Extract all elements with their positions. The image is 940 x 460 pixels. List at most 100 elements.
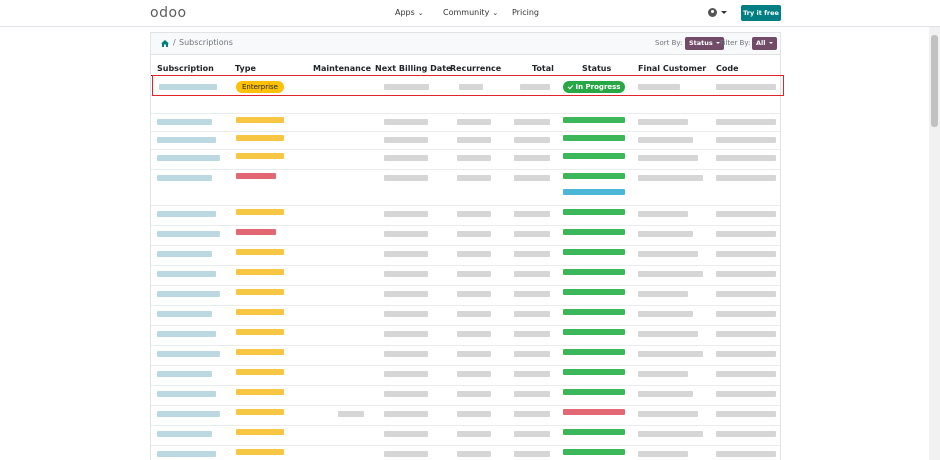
status-badge: [563, 349, 625, 355]
type-badge: [236, 117, 284, 123]
recurrence-value: [457, 411, 491, 417]
column-header-maintenance[interactable]: Maintenance: [313, 64, 372, 73]
subscription-link[interactable]: [157, 391, 216, 397]
status-badge: [563, 369, 625, 375]
sort-by-value: Status: [689, 39, 713, 47]
final-customer-value: [638, 231, 693, 237]
status-badge: [563, 429, 625, 435]
type-badge: [236, 329, 284, 335]
column-header-recurrence[interactable]: Recurrence: [450, 64, 502, 73]
type-badge-enterprise: Enterprise: [236, 81, 284, 93]
type-badge: [236, 429, 284, 435]
top-navbar: odoo Apps ⌄ Community ⌄ Pricing Try it fre…: [0, 0, 940, 27]
next-billing-date-value: [384, 291, 428, 297]
next-billing-date-value: [384, 251, 428, 257]
next-billing-date-value: [384, 451, 428, 457]
odoo-logo[interactable]: odoo: [150, 5, 187, 21]
type-badge: [236, 389, 284, 395]
column-header-type[interactable]: Type: [235, 64, 256, 73]
status-badge: [563, 249, 625, 255]
status-badge: [563, 209, 625, 215]
chevron-down-icon: ⌄: [492, 9, 499, 17]
nav-apps-label: Apps: [395, 8, 415, 17]
row-divider: [151, 385, 780, 386]
sort-by-dropdown[interactable]: Status: [685, 37, 724, 50]
subscription-link[interactable]: [157, 371, 212, 377]
subscription-link[interactable]: [157, 291, 220, 297]
next-billing-date-value: [384, 411, 428, 417]
code-value: [716, 291, 776, 297]
nav-pricing-link[interactable]: Pricing: [512, 8, 539, 17]
status-badge: [563, 289, 625, 295]
subscription-link[interactable]: [157, 271, 216, 277]
final-customer-value: [638, 211, 688, 217]
status-badge: [563, 117, 625, 123]
code-value: [716, 351, 776, 357]
subscription-link[interactable]: [157, 175, 212, 181]
final-customer-value: [638, 251, 698, 257]
total-value: [514, 119, 550, 125]
subscription-link[interactable]: [157, 331, 216, 337]
nav-community-link[interactable]: Community ⌄: [443, 8, 498, 17]
next-billing-date-value: [384, 371, 428, 377]
try-it-free-button[interactable]: Try it free: [741, 5, 781, 21]
page-scrollbar[interactable]: [929, 27, 940, 460]
status-badge: [563, 389, 625, 395]
recurrence-value: [457, 391, 491, 397]
column-header-status[interactable]: Status: [582, 64, 612, 73]
code-value: [716, 119, 776, 125]
filter-by-value: All: [756, 39, 766, 47]
row-divider: [151, 225, 780, 226]
subscription-link[interactable]: [157, 119, 212, 125]
subscription-link[interactable]: [157, 155, 220, 161]
column-header-final-customer[interactable]: Final Customer: [638, 64, 707, 73]
subscription-link[interactable]: [157, 311, 212, 317]
code-value: [716, 411, 776, 417]
row-divider: [151, 265, 780, 266]
next-billing-date-value: [384, 175, 428, 181]
recurrence-value: [457, 451, 491, 457]
user-menu-toggle[interactable]: [708, 7, 728, 19]
scrollbar-thumb[interactable]: [931, 35, 938, 127]
breadcrumb-current: Subscriptions: [179, 38, 233, 47]
recurrence-value: [457, 137, 491, 143]
subscription-link[interactable]: [157, 451, 216, 457]
status-badge-secondary: [563, 189, 625, 195]
subscription-link[interactable]: [157, 251, 212, 257]
total-value: [520, 84, 550, 90]
subscription-link[interactable]: [157, 351, 220, 357]
subscription-link[interactable]: [157, 231, 220, 237]
total-value: [514, 137, 550, 143]
subscription-link[interactable]: [157, 137, 216, 143]
subscription-link[interactable]: [159, 84, 217, 90]
final-customer-value: [638, 351, 703, 357]
row-divider: [151, 325, 780, 326]
row-divider: [151, 285, 780, 286]
next-billing-date-value: [384, 351, 428, 357]
total-value: [514, 451, 550, 457]
total-value: [514, 155, 550, 161]
column-header-subscription[interactable]: Subscription: [157, 64, 214, 73]
final-customer-value: [638, 291, 688, 297]
column-header-total[interactable]: Total: [532, 64, 554, 73]
breadcrumb-separator: /: [173, 38, 176, 47]
subscription-link[interactable]: [157, 411, 220, 417]
status-badge-in-progress: In Progress: [563, 81, 625, 93]
caret-down-icon: [715, 42, 720, 44]
total-value: [514, 431, 550, 437]
column-header-code[interactable]: Code: [716, 64, 739, 73]
home-icon[interactable]: [161, 40, 169, 47]
final-customer-value: [638, 371, 688, 377]
recurrence-value: [457, 155, 491, 161]
next-billing-date-value: [384, 155, 428, 161]
subscription-link[interactable]: [157, 431, 212, 437]
status-badge: [563, 135, 625, 141]
nav-apps-link[interactable]: Apps ⌄: [395, 8, 424, 17]
filter-by-dropdown[interactable]: All: [752, 37, 777, 50]
code-value: [716, 84, 776, 90]
total-value: [514, 291, 550, 297]
column-header-next-billing-date[interactable]: Next Billing Date: [375, 64, 452, 73]
type-badge: [236, 409, 284, 415]
subscriptions-card: / Subscriptions Sort By: Status Filter B…: [150, 32, 781, 460]
subscription-link[interactable]: [157, 211, 216, 217]
